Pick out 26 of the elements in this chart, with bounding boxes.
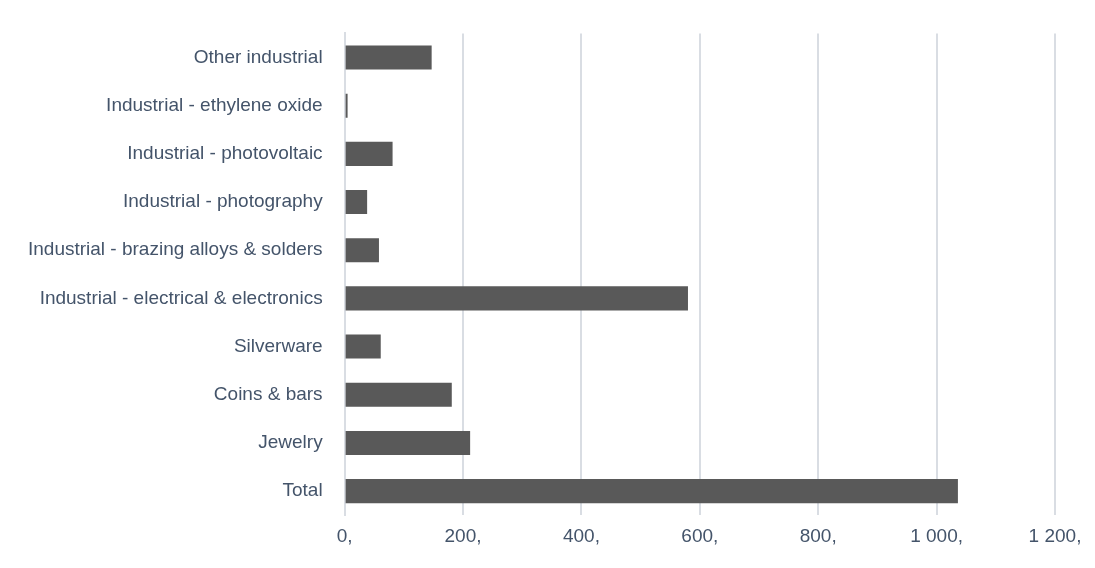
- y-tick-label: Industrial - electrical & electronics: [39, 286, 323, 308]
- x-tick-label: 400,: [562, 524, 600, 546]
- y-tick-label: Other industrial: [193, 45, 323, 67]
- y-tick-label: Industrial - photovoltaic: [127, 142, 323, 164]
- bar: [345, 334, 381, 359]
- bar: [345, 189, 368, 215]
- bar: [345, 479, 958, 504]
- bar: [345, 141, 393, 166]
- y-tick-label: Industrial - photography: [123, 190, 324, 212]
- x-tick-label: 200,: [444, 524, 482, 546]
- y-tick-label: Total: [282, 479, 323, 501]
- bar: [345, 430, 471, 455]
- y-tick-label: Industrial - brazing alloys & solders: [27, 238, 323, 260]
- x-tick-label: 0,: [336, 524, 353, 546]
- x-tick-label: 1 200,: [1028, 524, 1082, 546]
- bar: [345, 238, 379, 263]
- bar: [345, 382, 452, 407]
- x-tick-label: 600,: [681, 524, 719, 546]
- bar: [345, 45, 432, 70]
- y-tick-label: Silverware: [233, 334, 323, 356]
- x-tick-label: 800,: [799, 524, 837, 546]
- y-tick-label: Coins & bars: [213, 382, 323, 404]
- x-tick-label: 1 000,: [910, 524, 964, 546]
- bar: [345, 286, 688, 311]
- y-tick-label: Industrial - ethylene oxide: [106, 93, 323, 115]
- y-tick-label: Jewelry: [258, 431, 324, 453]
